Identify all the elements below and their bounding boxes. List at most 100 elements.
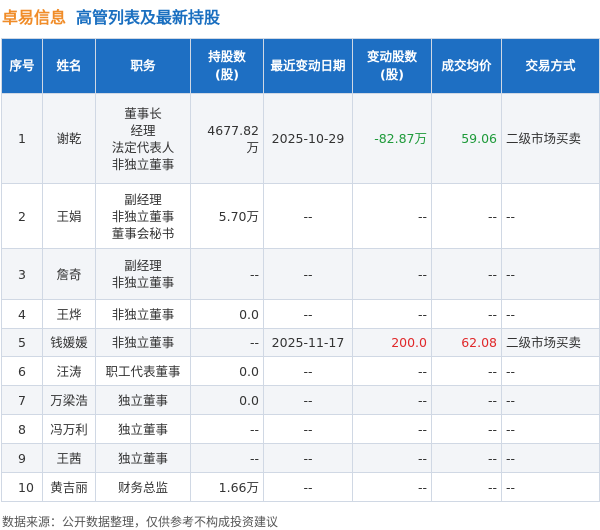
cell: -- <box>263 248 353 300</box>
cell: -- <box>352 248 432 300</box>
cell: 2025-10-29 <box>263 93 353 184</box>
cell: -- <box>501 385 600 415</box>
cell: -- <box>431 299 502 329</box>
line: 持股数 <box>208 49 246 64</box>
column-header: 序号 <box>1 38 43 94</box>
cell: -82.87万 <box>352 93 432 184</box>
cell: 7 <box>1 385 43 415</box>
cell: 8 <box>1 414 43 444</box>
cell: -- <box>501 472 600 502</box>
cell: -- <box>352 299 432 329</box>
cell: -- <box>263 299 353 329</box>
cell: -- <box>431 443 502 473</box>
table-row: 5 钱媛媛 非独立董事 -- 2025-11-17 200.0 62.08 二级市场买卖 <box>1 328 600 357</box>
line: (股) <box>215 67 239 82</box>
line: 非独立董事 <box>111 335 175 350</box>
cell: 2025-11-17 <box>263 328 353 357</box>
cell: -- <box>431 414 502 444</box>
cell: 二级市场买卖 <box>501 328 600 357</box>
header: 卓易信息 高管列表及最新持股 <box>2 4 220 28</box>
line: 独立董事 <box>117 421 168 437</box>
cell: 独立董事 <box>95 385 191 415</box>
cell: 王茜 <box>42 443 96 473</box>
cell: -- <box>501 183 600 249</box>
column-header: 最近变动日期 <box>263 38 353 94</box>
cell: 6 <box>1 356 43 386</box>
column-header: 变动股数 (股) <box>352 38 432 94</box>
cell: -- <box>501 248 600 300</box>
cell: -- <box>190 414 264 444</box>
cell: 独立董事 <box>95 414 191 444</box>
cell: 钱媛媛 <box>42 328 96 357</box>
line: 董事长 <box>124 105 162 121</box>
line: 非独立董事 <box>111 275 175 290</box>
column-header: 职务 <box>95 38 191 94</box>
cell: 2 <box>1 183 43 249</box>
table-row: 10 黄吉丽 财务总监 1.66万 -- -- -- -- <box>1 472 600 502</box>
cell: 副经理 非独立董事 董事会秘书 <box>95 183 191 249</box>
cell: 4677.82万 <box>190 93 264 184</box>
cell: 4 <box>1 299 43 329</box>
cell: -- <box>431 385 502 415</box>
table-row: 8 冯万利 独立董事 -- -- -- -- -- <box>1 414 600 444</box>
line: 财务总监 <box>117 479 168 495</box>
cell: 0.0 <box>190 356 264 386</box>
cell: 10 <box>1 472 43 502</box>
cell: 谢乾 <box>42 93 96 184</box>
cell: 62.08 <box>431 328 502 357</box>
cell: -- <box>501 299 600 329</box>
line: 非独立董事 <box>111 306 175 322</box>
cell: 59.06 <box>431 93 502 184</box>
cell: -- <box>431 472 502 502</box>
cell: -- <box>263 472 353 502</box>
cell: 汪涛 <box>42 356 96 386</box>
company: 卓易信息 <box>2 8 67 27</box>
cell: 詹奇 <box>42 248 96 300</box>
cell: 非独立董事 <box>95 328 191 357</box>
header-row: 序号 姓名 职务 持股数 (股) 最近变动日期 变动股数 (股) 成交均价 交易方式 <box>1 38 600 94</box>
cell: -- <box>352 183 432 249</box>
cell: 200.0 <box>352 328 432 357</box>
cell: 独立董事 <box>95 443 191 473</box>
table-row: 7 万梁浩 独立董事 0.0 -- -- -- -- <box>1 385 600 415</box>
cell: 财务总监 <box>95 472 191 502</box>
cell: -- <box>190 328 264 357</box>
cell: 二级市场买卖 <box>501 93 600 184</box>
cell: 王娟 <box>42 183 96 249</box>
table-row: 2 王娟 副经理 非独立董事 董事会秘书 5.70万 -- -- -- -- <box>1 183 600 249</box>
line: 变动股数 <box>366 49 417 64</box>
cell: 5.70万 <box>190 183 264 249</box>
cell: -- <box>501 443 600 473</box>
cell: -- <box>431 356 502 386</box>
cell: 1 <box>1 93 43 184</box>
table-row: 9 王茜 独立董事 -- -- -- -- -- <box>1 443 600 473</box>
table-row: 6 汪涛 职工代表董事 0.0 -- -- -- -- <box>1 356 600 386</box>
cell: -- <box>352 385 432 415</box>
cell: 5 <box>1 328 43 357</box>
cell: -- <box>263 356 353 386</box>
column-header: 姓名 <box>42 38 96 94</box>
line: (股) <box>380 67 404 82</box>
line: 职工代表董事 <box>105 363 181 379</box>
cell: 副经理 非独立董事 <box>95 248 191 300</box>
cell: 0.0 <box>190 385 264 415</box>
line: 副经理 <box>124 258 162 273</box>
cell: -- <box>431 248 502 300</box>
cell: 0.0 <box>190 299 264 329</box>
line: 独立董事 <box>117 392 168 408</box>
cell: -- <box>501 356 600 386</box>
holdings-table: 序号 姓名 职务 持股数 (股) 最近变动日期 变动股数 (股) 成交均价 交易方式 1 谢乾 董事长… <box>1 38 600 502</box>
line: 非独立董事 <box>111 156 175 172</box>
cell: -- <box>501 414 600 444</box>
cell: 冯万利 <box>42 414 96 444</box>
cell: -- <box>190 248 264 300</box>
line: 法定代表人 <box>111 139 175 155</box>
column-header: 持股数 (股) <box>190 38 264 94</box>
cell: -- <box>263 385 353 415</box>
cell: -- <box>352 356 432 386</box>
cell: -- <box>352 414 432 444</box>
cell: 非独立董事 <box>95 299 191 329</box>
cell: -- <box>431 183 502 249</box>
table-row: 3 詹奇 副经理 非独立董事 -- -- -- -- -- <box>1 248 600 300</box>
